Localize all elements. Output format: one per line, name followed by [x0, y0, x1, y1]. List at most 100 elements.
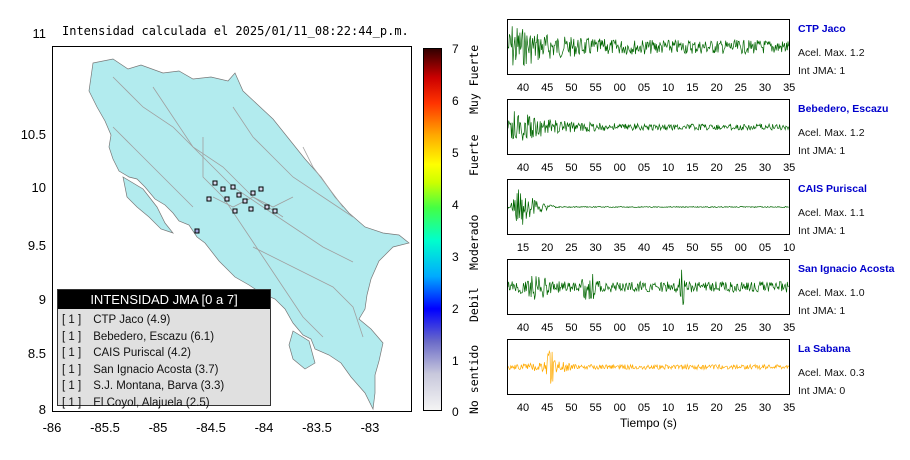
- colorbar-label-debil: Debil: [467, 287, 481, 322]
- legend-row: [ 1 ] S.J. Montana, Barva (3.3): [58, 378, 270, 395]
- station-max-acceleration: Acel. Max. 1.2: [798, 127, 865, 139]
- seismogram-time-tick: 15: [686, 162, 699, 174]
- seismogram-time-tick: 30: [758, 402, 772, 414]
- seismogram-time-tick: 50: [565, 82, 578, 94]
- seismogram-time-tick: 25: [734, 162, 747, 174]
- station-max-acceleration: Acel. Max. 1.2: [798, 47, 865, 59]
- colorbar-tick: 1: [452, 354, 459, 368]
- intensity-legend: INTENSIDAD JMA [0 a 7] [ 1 ] CTP Jaco (4…: [57, 289, 271, 409]
- map-y-tick: 10.5: [20, 127, 46, 142]
- seismogram-time-tick: 10: [662, 162, 675, 174]
- station-name: Bebedero, Escazu: [798, 103, 889, 115]
- seismogram-time-tick: 55: [589, 82, 602, 94]
- colorbar-label-moderado: Moderado: [467, 214, 481, 270]
- seismogram-time-ticks: 15 20 25 30 35 40 45 50 55 00 05 10: [507, 242, 795, 256]
- seismogram-time-tick: 10: [662, 82, 675, 94]
- seismogram-waveform: [508, 111, 789, 141]
- seismogram-time-tick: 50: [565, 322, 578, 334]
- seismogram-time-tick: 50: [565, 162, 578, 174]
- map-x-tick: -86: [42, 420, 62, 435]
- legend-title: INTENSIDAD JMA [0 a 7]: [58, 290, 270, 309]
- colorbar-tick: 4: [452, 198, 459, 212]
- seismogram-time-tick: 35: [783, 162, 796, 174]
- legend-level: [ 1 ]: [62, 363, 82, 376]
- map-y-tick: 8: [38, 402, 46, 417]
- seismogram-time-tick: 40: [516, 162, 530, 174]
- legend-level: [ 1 ]: [62, 330, 82, 343]
- legend-station: CTP Jaco (4.9): [93, 314, 171, 326]
- seismogram-time-tick: 45: [541, 82, 554, 94]
- nicoya-gulf-shape: [122, 176, 175, 234]
- seismogram-time-tick: 45: [541, 402, 554, 414]
- seismogram-time-tick: 30: [758, 322, 772, 334]
- seismogram-time-tick: 50: [686, 242, 699, 254]
- seismogram-time-tick: 10: [662, 322, 675, 334]
- seismogram-time-tick: 05: [637, 82, 651, 94]
- seismogram-time-tick: 35: [613, 242, 626, 254]
- seismogram-time-tick: 55: [589, 322, 602, 334]
- legend-row: [ 1 ] Bebedero, Escazu (6.1): [58, 329, 270, 346]
- seismogram-panel[interactable]: [507, 339, 790, 395]
- seismogram-time-tick: 45: [541, 322, 554, 334]
- seismogram-waveform: [508, 269, 789, 306]
- seismogram-time-tick: 20: [710, 402, 723, 414]
- seismogram-time-tick: 10: [662, 402, 675, 414]
- legend-level: [ 1 ]: [62, 314, 82, 326]
- station-jma-intensity: Int JMA: 1: [798, 145, 846, 157]
- landmass: [88, 58, 410, 411]
- seismogram-time-ticks: 40 45 50 55 00 05 10 15 20 25 30 35: [507, 82, 795, 96]
- seismogram-time-tick: 00: [613, 322, 626, 334]
- seismogram-time-tick: 20: [710, 322, 723, 334]
- seismogram-time-tick: 55: [589, 402, 602, 414]
- seismogram-time-tick: 15: [686, 82, 699, 94]
- seismogram-time-tick: 05: [637, 402, 651, 414]
- colorbar-tick: 6: [452, 94, 459, 108]
- seismogram-waveform: [508, 189, 789, 225]
- map-x-tick: -84: [254, 420, 274, 435]
- map-x-tick: -84.5: [196, 420, 226, 435]
- legend-level: [ 1 ]: [62, 347, 82, 359]
- seismogram-time-tick: 15: [686, 322, 699, 334]
- map-y-tick: 9.5: [27, 238, 46, 253]
- seismogram-waveform: [508, 349, 789, 384]
- seismogram-time-tick: 00: [734, 242, 747, 254]
- seismogram-time-tick: 30: [589, 242, 602, 254]
- intensity-colorbar: [423, 48, 442, 411]
- seismogram-time-tick: 15: [686, 402, 699, 414]
- seismogram-time-tick: 20: [710, 82, 723, 94]
- legend-station: CAIS Puriscal (4.2): [93, 347, 191, 359]
- seismogram-time-tick: 40: [637, 242, 651, 254]
- seismogram-time-tick: 35: [783, 322, 796, 334]
- seismogram-time-tick: 05: [637, 162, 651, 174]
- seismogram-time-tick: 40: [516, 402, 530, 414]
- station-name: CTP Jaco: [798, 23, 846, 35]
- seismogram-time-tick: 55: [589, 162, 602, 174]
- seismogram-time-tick: 25: [734, 322, 747, 334]
- colorbar-tick: 0: [452, 405, 459, 419]
- seismogram-time-tick: 20: [710, 162, 723, 174]
- seismogram-panel[interactable]: [507, 179, 790, 235]
- station-name: La Sabana: [798, 343, 851, 355]
- legend-station: El Coyol, Alajuela (2.5): [93, 396, 210, 409]
- seismogram-panel[interactable]: [507, 99, 790, 155]
- seismogram-time-tick: 05: [758, 242, 772, 254]
- seismogram-time-tick: 25: [734, 82, 747, 94]
- legend-level: [ 1 ]: [62, 396, 82, 409]
- colorbar-tick: 2: [452, 302, 459, 316]
- seismogram-time-tick: 00: [613, 402, 626, 414]
- seismogram-waveform: [508, 26, 789, 67]
- station-jma-intensity: Int JMA: 0: [798, 385, 846, 397]
- seismogram-panel[interactable]: [507, 259, 790, 315]
- legend-station: San Ignacio Acosta (3.7): [93, 363, 219, 376]
- map-y-tick: 8.5: [27, 346, 46, 361]
- seismogram-time-tick: 45: [662, 242, 675, 254]
- station-max-acceleration: Acel. Max. 1.0: [798, 287, 865, 299]
- seismogram-time-tick: 30: [758, 82, 772, 94]
- seismogram-time-ticks: 40 45 50 55 00 05 10 15 20 25 30 35: [507, 322, 795, 336]
- seismogram-time-tick: 00: [613, 82, 626, 94]
- seismogram-panel[interactable]: [507, 19, 790, 75]
- time-axis-label: Tiempo (s): [620, 416, 677, 430]
- station-markers: [194, 180, 278, 234]
- map-x-tick: -85.5: [90, 420, 120, 435]
- station-jma-intensity: Int JMA: 1: [798, 305, 846, 317]
